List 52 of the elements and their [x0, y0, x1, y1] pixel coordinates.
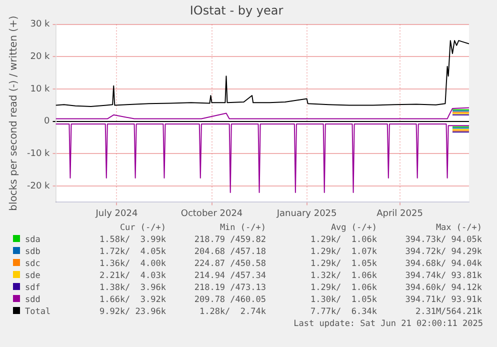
y-tick-label: -20 k — [26, 181, 51, 192]
text: 1.29k/ 1.07k — [309, 246, 377, 258]
legend-label: sdc — [25, 258, 42, 270]
chart-title: IOstat - by year — [190, 3, 284, 18]
text: 214.94 /457.34 — [193, 270, 266, 282]
y-tick-label: 10 k — [30, 84, 51, 94]
legend-label: sde — [25, 270, 42, 282]
y-tick-label: -10 k — [26, 149, 51, 160]
text: 394.73k/ 94.05k — [404, 234, 482, 246]
y-tick-label: 30 k — [30, 20, 51, 30]
y-tick-label: 0 — [44, 116, 50, 127]
text: 1.38k/ 3.96k — [98, 282, 166, 294]
y-axis-title: blocks per second read (-) / written (+) — [8, 16, 20, 211]
text: 394.60k/ 94.12k — [404, 282, 482, 294]
text: 2.21k/ 4.03k — [98, 270, 166, 282]
text: 218.19 /473.13 — [193, 282, 266, 294]
text: 204.68 /457.18 — [193, 246, 266, 258]
text: 218.79 /459.82 — [193, 234, 266, 246]
text: 2.31M/564.21k — [414, 306, 482, 318]
x-tick-label: July 2024 — [94, 208, 138, 219]
legend-label: sdf — [25, 282, 42, 294]
legend-label: sdd — [25, 294, 42, 306]
text: Last update: Sat Jun 21 02:00:11 2025 — [292, 318, 483, 330]
text: 7.77k/ 6.34k — [309, 306, 377, 318]
legend-label: Total — [25, 306, 52, 318]
text: 1.36k/ 4.00k — [98, 258, 166, 270]
text: 1.66k/ 3.92k — [98, 294, 166, 306]
text: Cur (-/+) — [118, 222, 166, 234]
text: 1.28k/ 2.74k — [198, 306, 266, 318]
text: Avg (-/+) — [330, 222, 377, 234]
text: Max (-/+) — [434, 222, 482, 234]
text: 394.74k/ 93.81k — [404, 270, 482, 282]
legend-label: sdb — [25, 246, 42, 258]
x-tick-label: April 2025 — [376, 208, 423, 219]
text: 209.78 /460.05 — [193, 294, 266, 306]
x-tick-label: January 2025 — [276, 208, 337, 219]
text: 394.72k/ 94.29k — [404, 246, 482, 258]
text: 394.68k/ 94.04k — [404, 258, 482, 270]
text: 224.87 /450.58 — [193, 258, 266, 270]
text: 1.58k/ 3.99k — [98, 234, 166, 246]
text: Min (-/+) — [218, 222, 266, 234]
text: 394.71k/ 93.91k — [404, 294, 482, 306]
y-tick-label: 20 k — [30, 52, 51, 62]
text: 1.29k/ 1.05k — [309, 258, 377, 270]
text: 1.29k/ 1.06k — [309, 234, 377, 246]
text: 9.92k/ 23.96k — [98, 306, 166, 318]
x-tick-label: October 2024 — [180, 208, 243, 219]
text: 1.72k/ 4.05k — [98, 246, 166, 258]
text: 1.30k/ 1.05k — [309, 294, 377, 306]
text: 1.32k/ 1.06k — [309, 270, 377, 282]
text: 1.29k/ 1.06k — [309, 282, 377, 294]
legend-label: sda — [25, 234, 42, 246]
